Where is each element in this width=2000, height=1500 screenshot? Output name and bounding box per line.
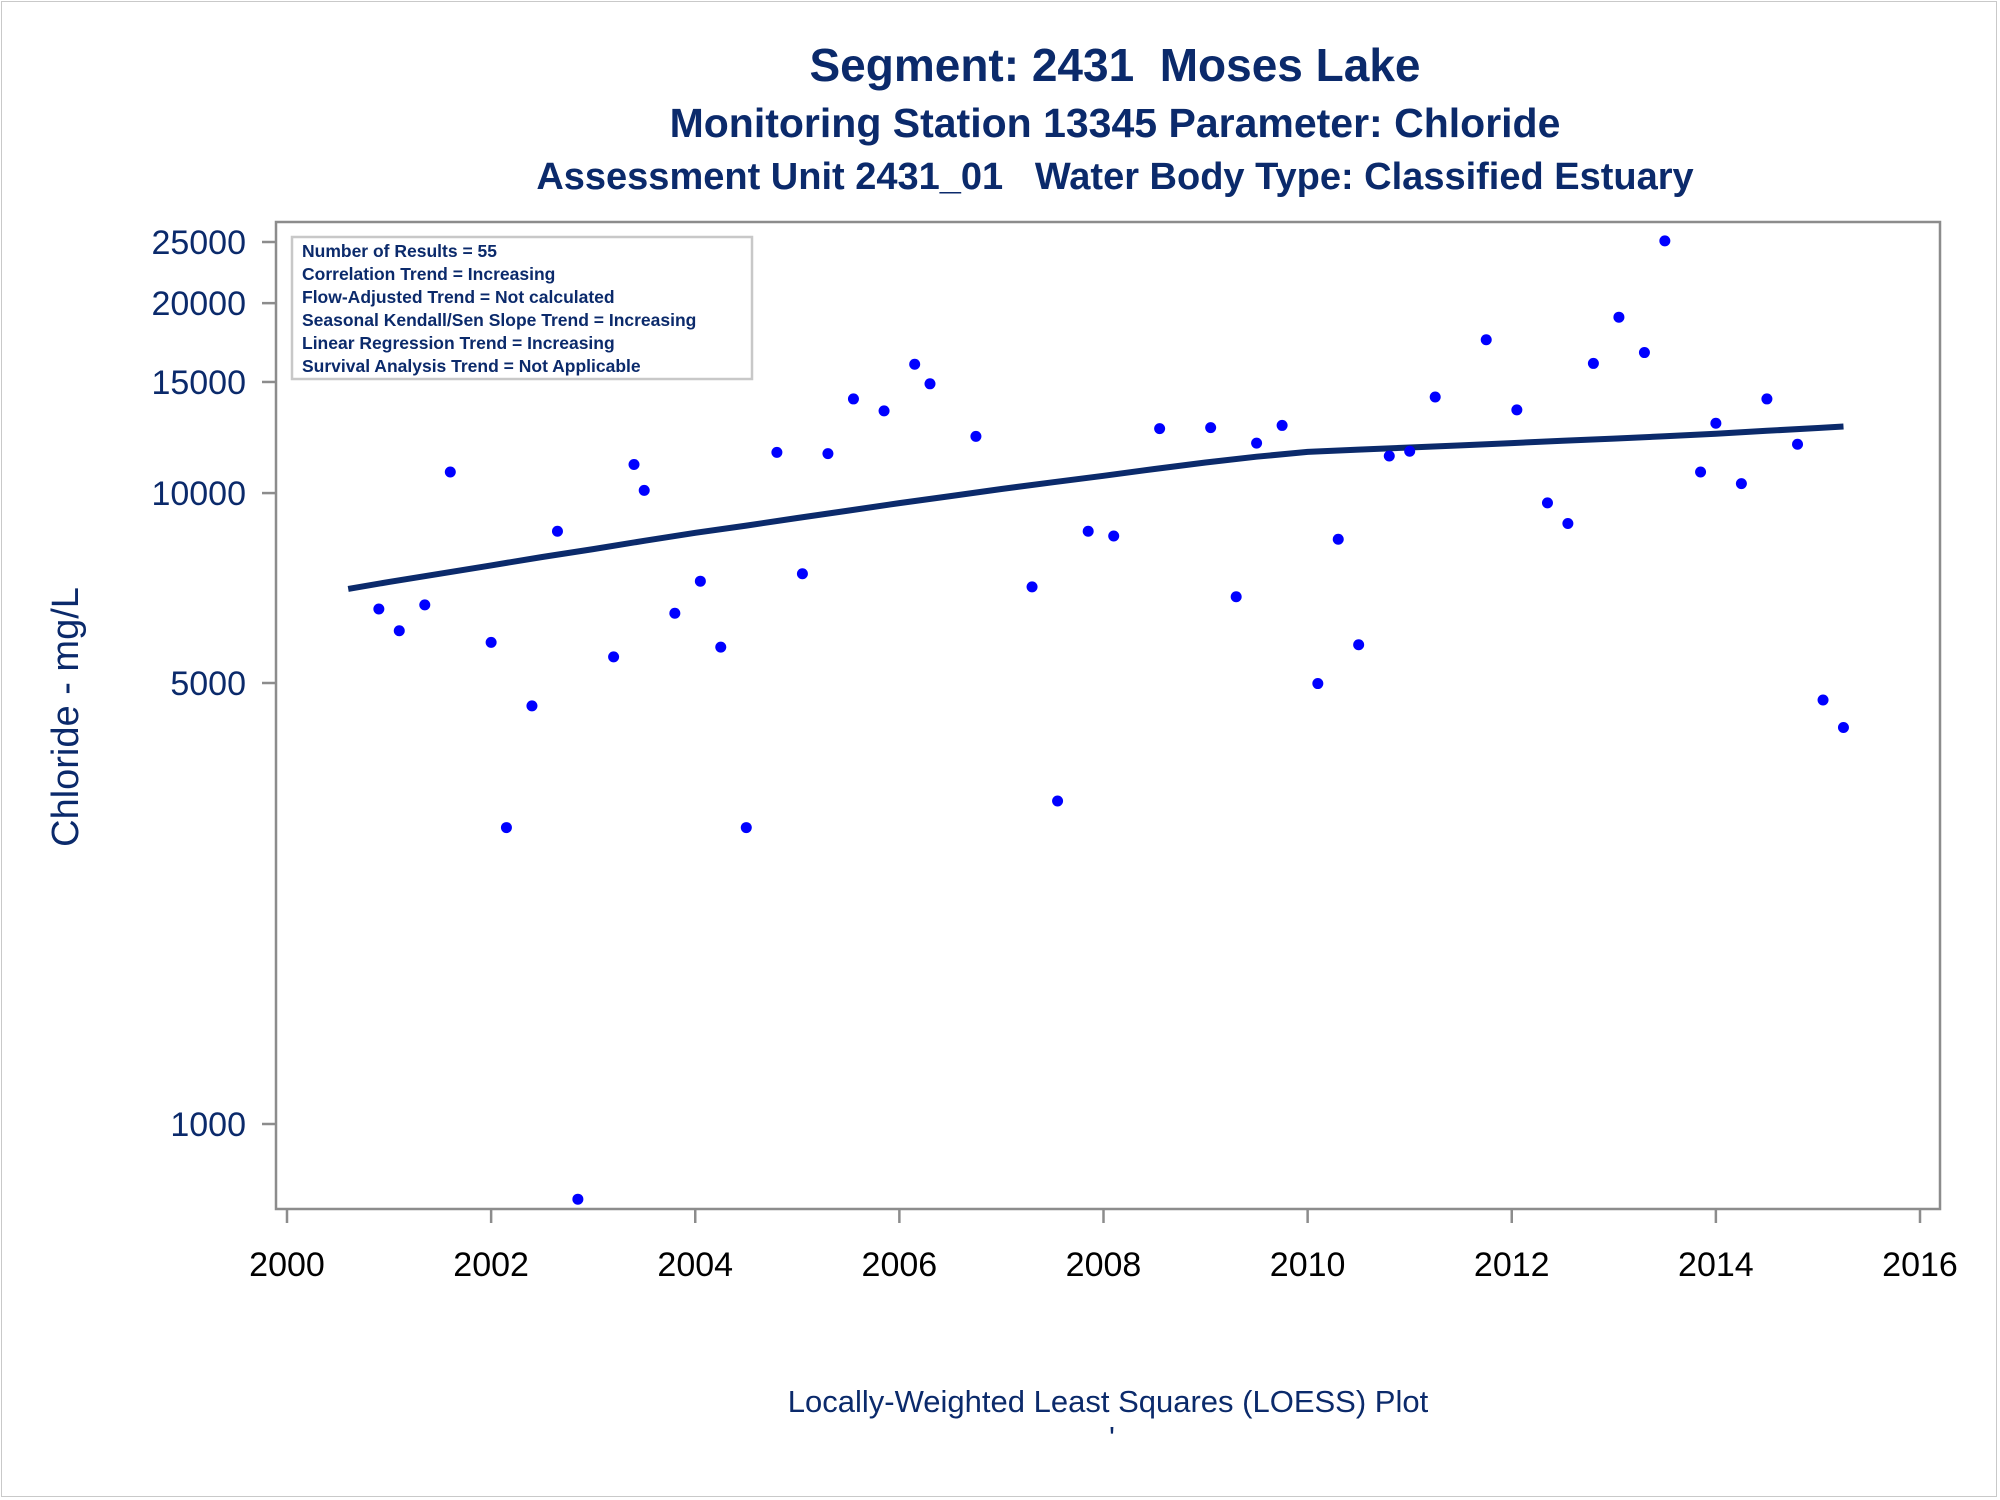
data-point xyxy=(1312,678,1324,690)
y-tick-label: 15000 xyxy=(151,364,246,402)
data-point xyxy=(878,405,890,417)
data-point xyxy=(608,651,620,663)
y-tick-label: 1000 xyxy=(170,1106,246,1144)
data-point xyxy=(1332,533,1344,545)
data-point xyxy=(796,568,808,580)
data-point xyxy=(1251,437,1263,449)
data-point xyxy=(924,378,936,390)
data-point xyxy=(694,575,706,587)
data-point xyxy=(1511,404,1523,416)
footnote-mark: ' xyxy=(1109,1420,1115,1455)
data-point xyxy=(1541,497,1553,509)
data-point xyxy=(847,393,859,405)
data-point xyxy=(1480,334,1492,346)
data-point xyxy=(444,466,456,478)
x-tick-label: 2016 xyxy=(1882,1246,1958,1284)
x-tick-label: 2012 xyxy=(1474,1246,1550,1284)
y-tick-label: 25000 xyxy=(151,224,246,262)
y-axis-title: Chloride - mg/L xyxy=(45,587,87,847)
data-point xyxy=(1052,795,1064,807)
data-point xyxy=(500,822,512,834)
data-point xyxy=(1562,517,1574,529)
data-point xyxy=(1154,423,1166,435)
chart-title: Segment: 2431 Moses Lake xyxy=(809,39,1421,91)
data-point xyxy=(1710,417,1722,429)
data-point xyxy=(1837,722,1849,734)
data-point xyxy=(1638,347,1650,359)
stats-box-frame xyxy=(290,235,754,381)
data-point xyxy=(628,458,640,470)
data-point xyxy=(1659,235,1671,247)
data-point xyxy=(373,603,385,615)
data-point xyxy=(419,599,431,611)
data-point xyxy=(909,358,921,370)
x-tick-label: 2008 xyxy=(1066,1246,1142,1284)
stats-line-linear-regression: Linear Regression Trend = Increasing xyxy=(302,333,615,353)
loess-trend-line xyxy=(347,423,1844,592)
data-point xyxy=(822,448,834,460)
data-point xyxy=(638,484,650,496)
data-point xyxy=(1587,357,1599,369)
data-point xyxy=(1383,450,1395,462)
data-point xyxy=(526,700,538,712)
y-axis: 1000 5000 10000 15000 20000 25000 xyxy=(151,224,276,1144)
data-point xyxy=(1404,445,1416,457)
data-point xyxy=(551,525,563,537)
data-point xyxy=(1276,419,1288,431)
data-point xyxy=(1026,581,1038,593)
x-tick-label: 2006 xyxy=(862,1246,938,1284)
x-tick-label: 2004 xyxy=(657,1246,733,1284)
stats-line-flow-adjusted: Flow-Adjusted Trend = Not calculated xyxy=(302,287,615,307)
x-tick-label: 2010 xyxy=(1270,1246,1346,1284)
stats-box: Number of Results = 55 Correlation Trend… xyxy=(290,235,754,381)
stats-line-results: Number of Results = 55 xyxy=(302,241,497,261)
plot-area-frame xyxy=(274,220,1942,1211)
data-points xyxy=(342,235,1849,1205)
data-point xyxy=(1735,478,1747,490)
data-point xyxy=(1230,591,1242,603)
stats-line-survival-analysis: Survival Analysis Trend = Not Applicable xyxy=(302,356,641,376)
y-tick-label: 5000 xyxy=(170,665,246,703)
chart-subtitle-station: Monitoring Station 13345 Parameter: Chlo… xyxy=(669,100,1561,146)
data-point xyxy=(1761,393,1773,405)
data-point xyxy=(669,607,681,619)
data-point xyxy=(1817,694,1829,706)
data-point xyxy=(740,822,752,834)
data-point xyxy=(572,1193,584,1205)
data-point xyxy=(1695,466,1707,478)
data-point xyxy=(970,430,982,442)
stats-line-seasonal-kendall: Seasonal Kendall/Sen Slope Trend = Incre… xyxy=(302,310,696,330)
data-point xyxy=(1205,422,1217,434)
x-tick-label: 2000 xyxy=(249,1246,325,1284)
y-tick-label: 20000 xyxy=(151,285,246,323)
footnote: Locally-Weighted Least Squares (LOESS) P… xyxy=(788,1384,1429,1419)
data-point xyxy=(715,641,727,653)
data-point xyxy=(1353,639,1365,651)
data-point xyxy=(393,625,405,637)
data-point xyxy=(1792,438,1804,450)
chart-subtitle-assessment: Assessment Unit 2431_01 Water Body Type:… xyxy=(536,156,1694,198)
x-tick-label: 2002 xyxy=(453,1246,529,1284)
data-point xyxy=(1108,530,1120,542)
data-point xyxy=(771,446,783,458)
data-point xyxy=(1613,311,1625,323)
data-point xyxy=(485,636,497,648)
data-point xyxy=(1082,525,1094,537)
data-point xyxy=(1429,391,1441,403)
y-tick-label: 10000 xyxy=(151,475,246,513)
x-tick-label: 2014 xyxy=(1678,1246,1754,1284)
x-axis: 2000 2002 2004 2006 2008 2010 2012 2014 2016 xyxy=(249,1209,1958,1284)
stats-line-correlation: Correlation Trend = Increasing xyxy=(302,264,555,284)
